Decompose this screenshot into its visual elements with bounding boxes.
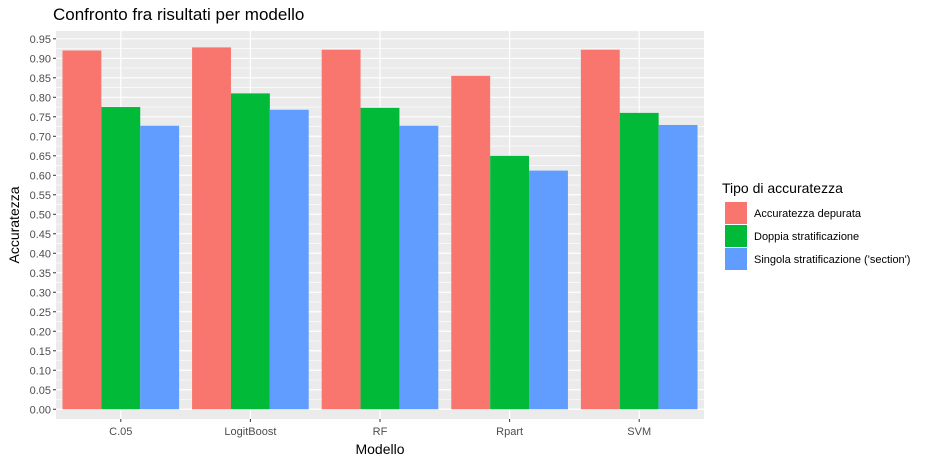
legend-key <box>725 202 747 224</box>
legend-key <box>725 225 747 247</box>
chart-title: Confronto fra risultati per modello <box>53 5 304 24</box>
y-axis-title: Accuratezza <box>6 186 22 263</box>
legend-label: Doppia stratificazione <box>754 231 859 243</box>
bar <box>529 170 568 410</box>
y-tick-label: 0.60 <box>30 170 51 182</box>
y-tick-label: 0.10 <box>30 365 51 377</box>
bar <box>62 50 102 410</box>
y-tick-label: 0.50 <box>30 209 51 221</box>
x-axis: C.05 LogitBoost RF Rpart SVM <box>109 419 651 438</box>
y-tick-label: 0.30 <box>30 287 51 299</box>
y-tick-label: 0.95 <box>30 34 51 46</box>
y-tick-label: 0.65 <box>30 151 51 163</box>
bar <box>619 112 659 410</box>
legend-key <box>725 248 747 270</box>
y-tick-label: 0.70 <box>30 131 51 143</box>
x-tick-label: LogitBoost <box>224 426 276 438</box>
x-tick-label: C.05 <box>109 426 132 438</box>
legend-items: Accuratezza depurata Doppia stratificazio… <box>725 202 910 270</box>
y-tick-label: 0.80 <box>30 92 51 104</box>
legend-title: Tipo di accuratezza <box>722 180 843 196</box>
bar <box>399 125 439 410</box>
bar <box>192 47 231 410</box>
y-tick-label: 0.90 <box>30 53 51 65</box>
x-tick-label: RF <box>373 426 388 438</box>
bars-group <box>62 47 698 410</box>
x-tick-label: Rpart <box>496 426 523 438</box>
y-tick-label: 0.75 <box>30 112 51 124</box>
bar <box>321 49 361 410</box>
y-tick-label: 0.05 <box>30 385 51 397</box>
legend-label: Accuratezza depurata <box>754 208 862 220</box>
legend-label: Singola stratificazione ('section') <box>754 254 910 266</box>
legend: Tipo di accuratezza Accuratezza depurata… <box>722 180 910 270</box>
bar <box>140 125 180 410</box>
y-axis: 0.00 0.05 0.10 0.15 0.20 0.25 0.30 0.35 0.40 0.45… <box>30 34 56 416</box>
bar <box>101 107 141 410</box>
bar <box>269 109 309 410</box>
y-tick-label: 0.35 <box>30 268 51 280</box>
y-tick-label: 0.20 <box>30 326 51 338</box>
y-tick-label: 0.55 <box>30 190 51 202</box>
bar <box>490 155 530 410</box>
y-tick-label: 0.85 <box>30 73 51 85</box>
bar <box>658 124 698 410</box>
bar <box>580 49 620 410</box>
y-tick-label: 0.40 <box>30 248 51 260</box>
y-tick-label: 0.15 <box>30 346 51 358</box>
bar <box>360 107 400 410</box>
y-tick-label: 0.25 <box>30 307 51 319</box>
y-tick-label: 0.45 <box>30 229 51 241</box>
x-tick-label: SVM <box>627 426 651 438</box>
bar <box>230 93 270 410</box>
bar <box>451 75 491 410</box>
y-tick-label: 0.00 <box>30 404 51 416</box>
x-axis-title: Modello <box>355 441 404 457</box>
